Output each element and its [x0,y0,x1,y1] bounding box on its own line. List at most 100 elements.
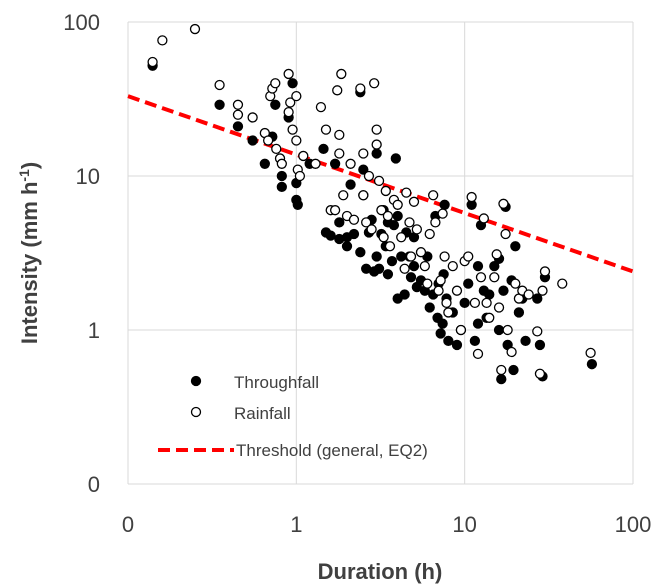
rainfall-point-24 [310,158,321,169]
legend-rainfall-marker [190,406,202,418]
throughfall-point-7 [276,181,287,193]
legend-threshold-label: Threshold (general, EQ2) [236,441,428,460]
rainfall-point-69 [437,208,448,219]
x-tick-label-1: 1 [290,512,302,537]
x-tick-label-0: 0 [122,512,134,537]
rainfall-point-73 [447,260,458,272]
rainfall-point-18 [287,124,298,135]
throughfall-point-89 [508,364,519,376]
throughfall-point-80 [484,289,495,300]
rainfall-point-38 [358,148,369,159]
rainfall-point-35 [345,158,356,169]
rainfall-point-28 [329,205,341,216]
throughfall-point-18 [329,158,341,169]
throughfall-point-72 [463,278,474,289]
throughfall-point-6 [270,99,281,110]
rainfall-point-91 [502,324,513,336]
throughfall-point-85 [498,285,509,296]
grid [127,21,634,485]
rainfall-point-15 [283,68,294,80]
rainfall-point-16 [283,106,294,118]
y-axis-title-base: Intensity (mm h [17,182,42,345]
rainfall-point-101 [557,278,568,289]
rainfall-point-67 [433,285,444,296]
throughfall-point-45 [392,210,403,222]
throughfall-point-98 [586,359,598,370]
throughfall-point-69 [451,339,463,351]
rainfall-point-71 [441,297,452,309]
throughfall-point-13 [292,199,303,210]
rainfall-point-36 [348,214,360,225]
rainfall-point-100 [539,266,551,277]
rainfall-point-32 [336,68,347,80]
legend-throughfall-label: Throughfall [234,373,319,392]
throughfall-point-27 [358,164,369,175]
x-tick-label-3: 100 [615,512,652,537]
rainfall-point-64 [424,228,435,240]
rainfall-point-70 [439,251,450,262]
rainfall-point-93 [510,278,521,289]
rainfall-point-80 [472,348,484,360]
x-tick-label-2: 10 [452,512,476,537]
y-axis-title-end: ) [17,162,42,169]
rainfall-point-4 [232,99,244,110]
throughfall-point-74 [469,335,481,347]
throughfall-point-42 [388,219,400,231]
throughfall-point-15 [318,143,329,155]
throughfall-point-8 [276,170,287,182]
rainfall-point-22 [294,170,306,182]
rainfall-point-61 [415,247,427,258]
rainfall-point-45 [371,124,382,135]
throughfall-point-81 [489,260,500,272]
y-tick-label-0: 0 [88,472,100,497]
throughfall-point-47 [399,289,410,300]
rainfall-point-89 [498,198,509,209]
throughfall-point-17 [325,230,336,241]
rainfall-point-31 [334,129,345,141]
data-points [147,23,598,385]
throughfall-point-43 [390,153,401,164]
rainfall-point-87 [493,302,505,313]
throughfall-point-65 [439,199,450,210]
rainfall-point-8 [262,135,274,146]
rainfall-point-57 [404,217,415,228]
rainfall-point-96 [523,289,534,300]
throughfall-point-93 [520,335,531,347]
rainfall-point-41 [363,170,375,182]
legend: Throughfall Rainfall Threshold (general,… [158,373,428,460]
rainfall-point-60 [411,224,423,235]
rainfall-point-12 [271,143,282,155]
rainfall-point-78 [466,191,477,203]
rainfall-point-5 [232,109,244,120]
throughfall-point-57 [424,302,435,313]
throughfall-point-94 [532,293,543,304]
throughfall-point-39 [382,269,394,280]
rainfall-point-75 [455,324,467,336]
rainfall-point-68 [435,275,446,286]
y-axis-title: Intensity (mm h-1) [16,162,42,344]
rainfall-point-25 [315,101,327,113]
throughfall-point-34 [371,148,382,159]
throughfall-point-67 [443,335,454,347]
rainfall-point-83 [481,297,492,309]
rainfall-point-6 [247,112,258,123]
throughfall-point-3 [247,135,258,146]
throughfall-point-21 [341,241,353,252]
legend-rainfall-label: Rainfall [234,404,291,423]
rainfall-point-63 [422,278,433,289]
throughfall-point-91 [513,307,525,318]
rainfall-point-74 [451,285,463,296]
y-axis-title-superscript: -1 [16,169,32,182]
rainfall-point-62 [419,260,430,272]
rainfall-point-58 [405,251,417,262]
rainfall-point-53 [392,199,403,210]
throughfall-point-71 [459,297,470,309]
rainfall-point-72 [443,307,454,318]
throughfall-point-41 [386,255,398,267]
tick-labels: 0 1 10 100 0 1 10 100 [63,10,651,537]
throughfall-point-33 [371,251,382,262]
rainfall-point-82 [478,213,489,224]
rainfall-point-46 [373,175,385,187]
rainfall-point-55 [399,263,410,274]
